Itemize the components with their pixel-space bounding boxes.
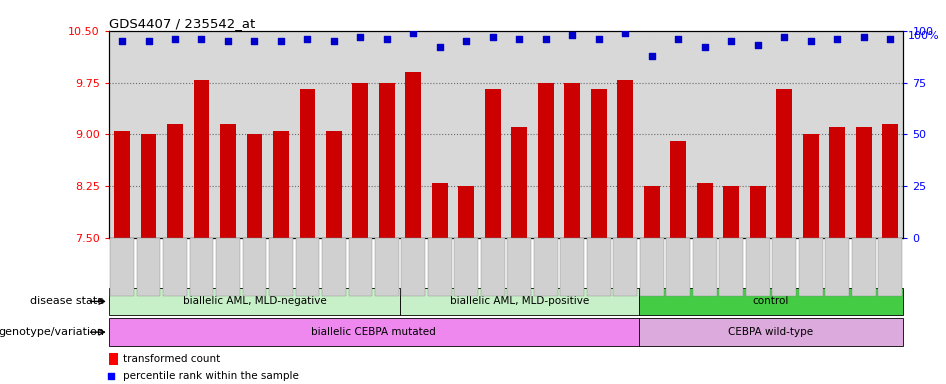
Bar xyxy=(538,83,553,238)
Bar xyxy=(856,127,871,238)
Bar xyxy=(220,124,236,238)
Bar xyxy=(247,134,262,238)
Point xyxy=(830,36,845,42)
Bar xyxy=(565,83,580,238)
Bar xyxy=(400,288,639,315)
Bar xyxy=(639,318,903,346)
Bar xyxy=(777,89,792,238)
Bar xyxy=(273,131,289,238)
Point xyxy=(512,36,527,42)
Bar xyxy=(830,127,845,238)
Point xyxy=(618,30,633,36)
Bar xyxy=(883,124,898,238)
Point xyxy=(538,36,553,42)
Text: transformed count: transformed count xyxy=(123,354,220,364)
Bar xyxy=(109,353,118,365)
Bar xyxy=(644,186,659,238)
Point xyxy=(247,38,262,44)
Bar xyxy=(379,83,394,238)
Bar xyxy=(512,127,527,238)
Text: disease state: disease state xyxy=(30,296,104,306)
Bar xyxy=(109,288,400,315)
Text: GDS4407 / 235542_at: GDS4407 / 235542_at xyxy=(109,17,255,30)
Point xyxy=(803,38,818,44)
Text: CEBPA wild-type: CEBPA wild-type xyxy=(728,327,814,337)
Point xyxy=(167,36,183,42)
Bar xyxy=(194,81,209,238)
Bar xyxy=(114,131,130,238)
Point xyxy=(220,38,236,44)
Text: percentile rank within the sample: percentile rank within the sample xyxy=(123,371,299,381)
Text: biallelic AML, MLD-positive: biallelic AML, MLD-positive xyxy=(449,296,589,306)
Bar xyxy=(406,72,421,238)
Point xyxy=(856,34,871,40)
Point xyxy=(750,42,765,48)
Point xyxy=(273,38,289,44)
Point xyxy=(724,38,739,44)
Point xyxy=(671,36,686,42)
Bar xyxy=(109,318,639,346)
Point xyxy=(114,38,130,44)
Bar xyxy=(639,288,903,315)
Point xyxy=(459,38,474,44)
Point xyxy=(326,38,342,44)
Bar xyxy=(300,89,315,238)
Text: biallelic CEBPA mutated: biallelic CEBPA mutated xyxy=(311,327,436,337)
Bar xyxy=(326,131,342,238)
Bar xyxy=(485,89,500,238)
Point xyxy=(697,44,712,50)
Text: control: control xyxy=(753,296,789,306)
Point xyxy=(883,36,898,42)
Point xyxy=(300,36,315,42)
Bar xyxy=(167,124,183,238)
Bar xyxy=(750,186,765,238)
Point xyxy=(406,30,421,36)
Point xyxy=(104,373,119,379)
Point xyxy=(432,44,447,50)
Bar xyxy=(141,134,156,238)
Point xyxy=(777,34,792,40)
Point xyxy=(591,36,606,42)
Text: biallelic AML, MLD-negative: biallelic AML, MLD-negative xyxy=(183,296,326,306)
Bar xyxy=(591,89,606,238)
Point xyxy=(565,32,580,38)
Point xyxy=(485,34,500,40)
Point xyxy=(353,34,368,40)
Point xyxy=(194,36,209,42)
Point xyxy=(141,38,156,44)
Text: 100%: 100% xyxy=(907,31,939,41)
Point xyxy=(644,53,659,59)
Bar xyxy=(459,186,474,238)
Point xyxy=(379,36,394,42)
Bar xyxy=(697,183,712,238)
Bar xyxy=(618,81,633,238)
Bar xyxy=(353,83,368,238)
Text: genotype/variation: genotype/variation xyxy=(0,327,104,337)
Bar xyxy=(671,141,686,238)
Bar xyxy=(803,134,818,238)
Bar xyxy=(432,183,447,238)
Bar xyxy=(724,186,739,238)
